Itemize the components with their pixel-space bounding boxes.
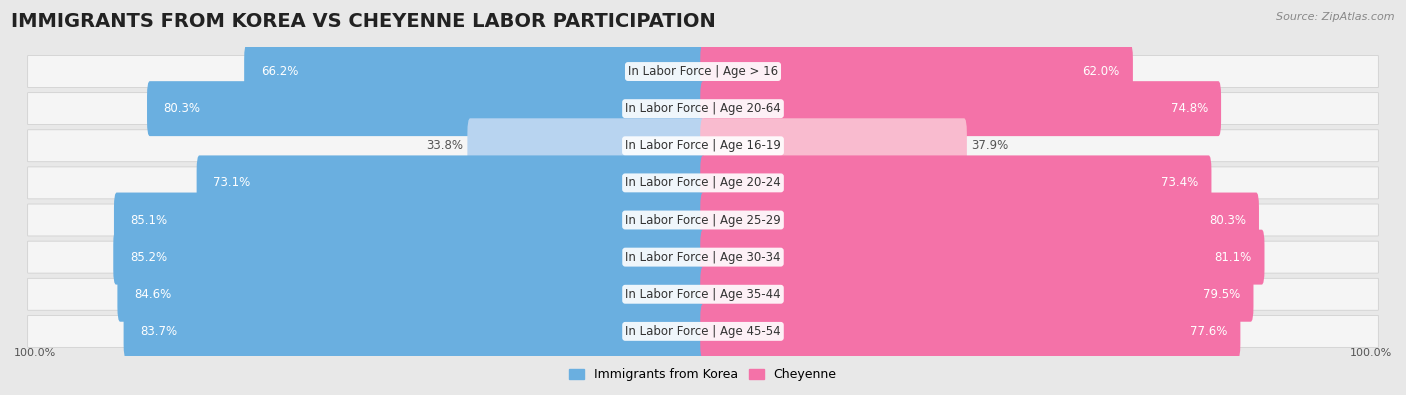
FancyBboxPatch shape [197, 155, 706, 211]
Text: 74.8%: 74.8% [1171, 102, 1208, 115]
Text: 73.1%: 73.1% [214, 177, 250, 189]
Text: 80.3%: 80.3% [1209, 214, 1246, 226]
FancyBboxPatch shape [114, 192, 706, 248]
Text: 73.4%: 73.4% [1161, 177, 1198, 189]
Text: 100.0%: 100.0% [14, 348, 56, 358]
Legend: Immigrants from Korea, Cheyenne: Immigrants from Korea, Cheyenne [564, 363, 842, 386]
Text: 37.9%: 37.9% [972, 139, 1008, 152]
FancyBboxPatch shape [114, 229, 706, 285]
Text: In Labor Force | Age 20-24: In Labor Force | Age 20-24 [626, 177, 780, 189]
FancyBboxPatch shape [700, 304, 1240, 359]
FancyBboxPatch shape [28, 167, 1378, 199]
Text: 80.3%: 80.3% [163, 102, 201, 115]
FancyBboxPatch shape [700, 229, 1264, 285]
Text: 83.7%: 83.7% [141, 325, 177, 338]
FancyBboxPatch shape [245, 44, 706, 99]
Text: Source: ZipAtlas.com: Source: ZipAtlas.com [1277, 12, 1395, 22]
FancyBboxPatch shape [148, 81, 706, 136]
Text: 100.0%: 100.0% [1350, 348, 1392, 358]
FancyBboxPatch shape [28, 316, 1378, 347]
Text: 79.5%: 79.5% [1204, 288, 1240, 301]
Text: 33.8%: 33.8% [426, 139, 463, 152]
Text: In Labor Force | Age 16-19: In Labor Force | Age 16-19 [626, 139, 780, 152]
FancyBboxPatch shape [28, 278, 1378, 310]
Text: In Labor Force | Age 20-64: In Labor Force | Age 20-64 [626, 102, 780, 115]
Text: 77.6%: 77.6% [1189, 325, 1227, 338]
Text: In Labor Force | Age 35-44: In Labor Force | Age 35-44 [626, 288, 780, 301]
Text: 85.2%: 85.2% [129, 251, 167, 263]
FancyBboxPatch shape [124, 304, 706, 359]
FancyBboxPatch shape [28, 93, 1378, 124]
FancyBboxPatch shape [28, 56, 1378, 87]
FancyBboxPatch shape [700, 267, 1254, 322]
FancyBboxPatch shape [28, 204, 1378, 236]
Text: In Labor Force | Age 30-34: In Labor Force | Age 30-34 [626, 251, 780, 263]
FancyBboxPatch shape [117, 267, 706, 322]
Text: 66.2%: 66.2% [260, 65, 298, 78]
FancyBboxPatch shape [700, 192, 1258, 248]
Text: 85.1%: 85.1% [131, 214, 167, 226]
Text: 84.6%: 84.6% [134, 288, 172, 301]
FancyBboxPatch shape [700, 81, 1220, 136]
Text: IMMIGRANTS FROM KOREA VS CHEYENNE LABOR PARTICIPATION: IMMIGRANTS FROM KOREA VS CHEYENNE LABOR … [11, 12, 716, 31]
FancyBboxPatch shape [28, 241, 1378, 273]
Text: 62.0%: 62.0% [1083, 65, 1119, 78]
FancyBboxPatch shape [28, 130, 1378, 162]
Text: In Labor Force | Age 45-54: In Labor Force | Age 45-54 [626, 325, 780, 338]
FancyBboxPatch shape [700, 118, 967, 173]
FancyBboxPatch shape [467, 118, 706, 173]
Text: In Labor Force | Age 25-29: In Labor Force | Age 25-29 [626, 214, 780, 226]
FancyBboxPatch shape [700, 44, 1133, 99]
Text: 81.1%: 81.1% [1215, 251, 1251, 263]
Text: In Labor Force | Age > 16: In Labor Force | Age > 16 [628, 65, 778, 78]
FancyBboxPatch shape [700, 155, 1212, 211]
